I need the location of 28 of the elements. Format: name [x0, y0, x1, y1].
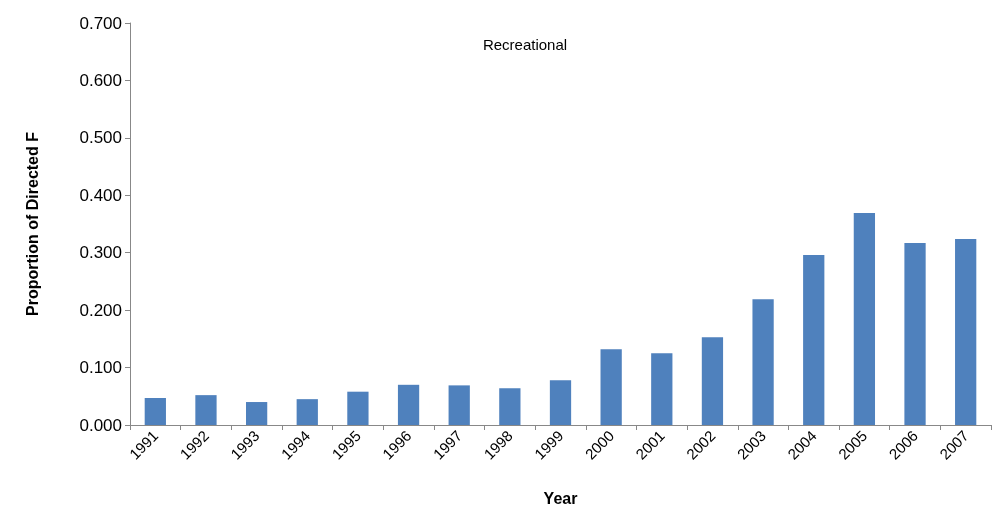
- bar: [499, 388, 521, 425]
- bar: [296, 399, 318, 425]
- bar: [853, 213, 876, 425]
- bar: [701, 337, 724, 425]
- bar: [803, 255, 825, 425]
- bar: [245, 402, 268, 425]
- y-tick-label: 0.700: [79, 13, 122, 33]
- y-tick-label: 0.200: [79, 300, 122, 320]
- bar: [144, 398, 166, 425]
- y-tick-label: 0.300: [79, 243, 122, 263]
- bar: [904, 242, 926, 425]
- bar: [600, 349, 622, 425]
- y-tick-label: 0.500: [79, 128, 122, 148]
- bar: [448, 385, 470, 425]
- y-tick-label: 0.100: [79, 358, 122, 378]
- bar: [397, 384, 420, 425]
- y-tick-label: 0.400: [79, 185, 122, 205]
- y-tick-label: 0.600: [79, 70, 122, 90]
- bar: [752, 299, 774, 425]
- bar: [955, 238, 977, 425]
- text: Recreational: [482, 36, 568, 53]
- bar: [347, 391, 369, 425]
- y-tick-label: 0.000: [79, 415, 122, 435]
- bar: [195, 395, 217, 425]
- bar: [549, 380, 572, 425]
- x-axis-title: Year: [543, 489, 578, 507]
- y-axis-title: Proportion of Directed F: [23, 131, 41, 316]
- bar: [651, 353, 673, 425]
